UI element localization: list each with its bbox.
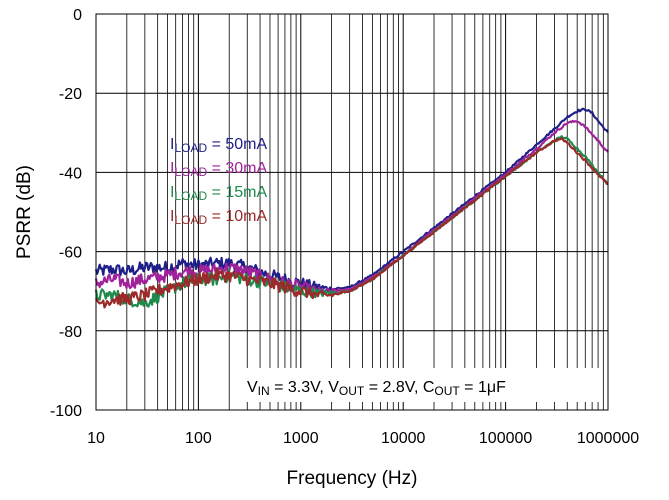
legend-entry-2: ILOAD = 30mA — [170, 160, 268, 179]
x-axis-title: Frequency (Hz) — [287, 468, 418, 489]
conditions-text: VIN = 3.3V, VOUT = 2.8V, COUT = 1μF — [247, 379, 506, 398]
legend-entry-3: ILOAD = 15mA — [170, 184, 268, 203]
y-tick-label: -40 — [59, 165, 82, 182]
y-tick-label: -80 — [59, 324, 82, 341]
legend: ILOAD = 50mA ILOAD = 30mA ILOAD = 15mA ILOA… — [170, 136, 268, 227]
y-tick-label: -20 — [59, 86, 82, 103]
series-line-2 — [94, 119, 609, 296]
y-tick-label: 0 — [73, 7, 82, 24]
x-tick-label: 100000 — [479, 430, 532, 447]
legend-entry-4: ILOAD = 10mA — [170, 208, 268, 227]
x-tick-label: 1000000 — [577, 430, 639, 447]
plot-frame — [95, 13, 609, 411]
x-tick-label: 100 — [185, 430, 212, 447]
series-line-1 — [94, 107, 609, 293]
y-tick-label: -100 — [50, 403, 82, 420]
legend-entry-1: ILOAD = 50mA — [170, 136, 268, 155]
y-tick-label: -60 — [59, 245, 82, 262]
y-axis-title: PSRR (dB) — [14, 165, 35, 259]
conditions-annotation: VIN = 3.3V, VOUT = 2.8V, COUT = 1μF — [240, 368, 602, 402]
annotation-background — [240, 368, 602, 402]
x-tick-label: 10000 — [381, 430, 426, 447]
x-tick-label: 10 — [87, 430, 105, 447]
series-lines — [94, 107, 609, 309]
x-tick-label: 1000 — [283, 430, 319, 447]
series-line-4 — [95, 137, 609, 309]
tick-labels: 10 100 1000 10000 100000 1000000 0 -20 -40 -60 -80… — [50, 7, 639, 447]
grid — [96, 14, 608, 410]
